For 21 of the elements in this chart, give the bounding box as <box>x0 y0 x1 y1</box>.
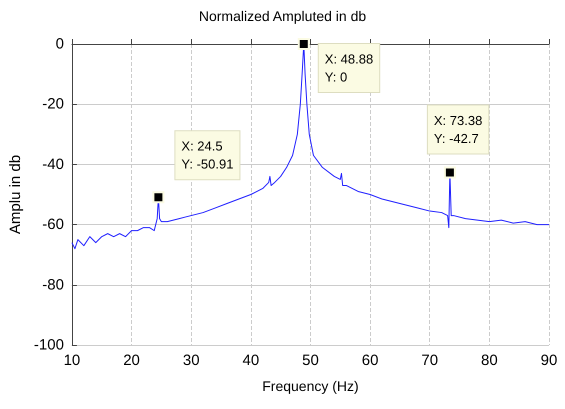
x-tick-label: 90 <box>540 352 558 369</box>
y-tick-label: -20 <box>42 96 64 113</box>
y-tick-label: -60 <box>42 216 64 234</box>
x-axis-title: Frequency (Hz) <box>262 378 359 394</box>
x-tick-label: 50 <box>302 352 319 369</box>
x-tick-label: 10 <box>64 352 80 369</box>
annotation: X: 73.38 Y: -42.7 <box>434 113 482 146</box>
x-tick-label: 30 <box>182 352 200 369</box>
x-tick-label: 80 <box>481 352 498 369</box>
x-tick-label: 70 <box>421 352 438 369</box>
chart-title: Normalized Ampluted in db <box>198 8 366 24</box>
x-tick-label: 40 <box>242 352 260 369</box>
annotation: X: 48.88 Y: 0 <box>324 52 374 84</box>
x-tick-label: 20 <box>123 352 140 369</box>
y-tick-label: -40 <box>42 156 64 173</box>
y-tick-label: 0 <box>56 36 64 52</box>
annotation: X: 24.5 Y: -50.91 <box>181 138 234 172</box>
y-tick-label: -80 <box>42 276 64 294</box>
y-tick-label: -100 <box>34 336 64 354</box>
y-axis-title: Amplu in db <box>7 154 24 234</box>
x-tick-label: 60 <box>362 352 378 369</box>
